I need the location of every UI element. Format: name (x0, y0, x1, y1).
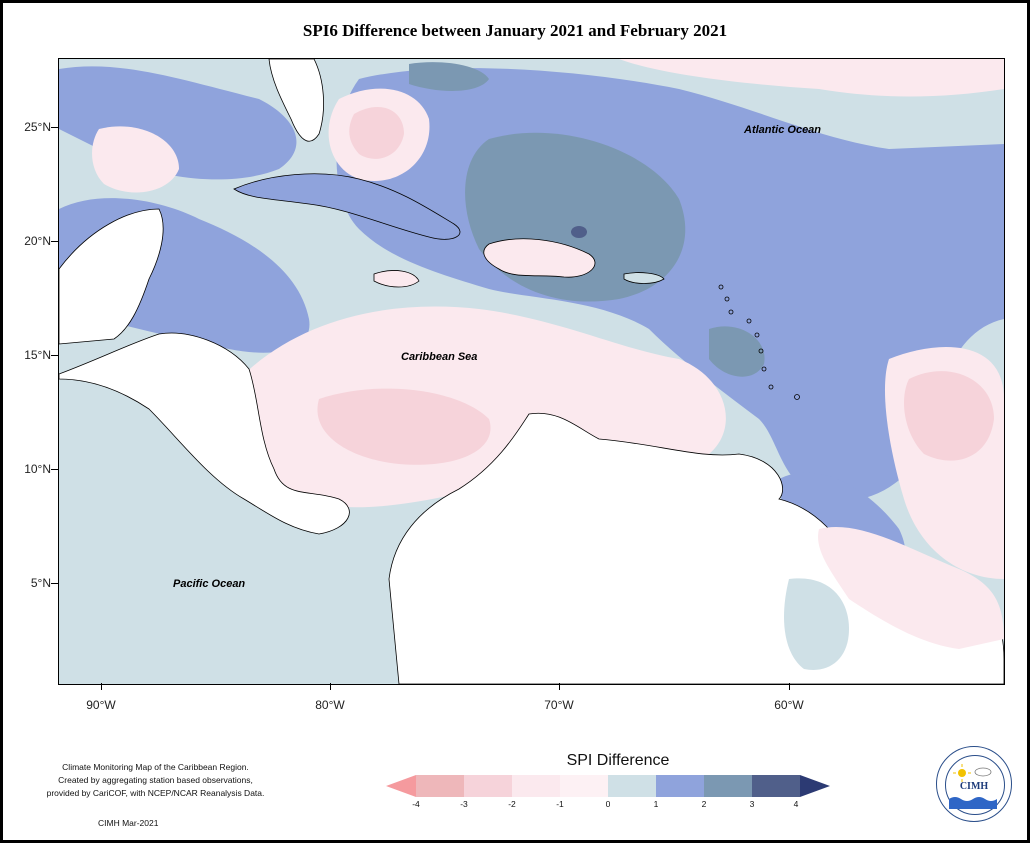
anomaly-pos2-leewards (709, 326, 765, 377)
logo-ring (945, 755, 1005, 815)
lon-label: 90°W (86, 698, 116, 712)
legend-tick: 3 (749, 799, 755, 809)
legend-tick: 0 (605, 799, 611, 809)
anomaly-pos3-dot (571, 226, 587, 238)
land-cuba (233, 173, 461, 240)
legend-tick: -2 (508, 799, 516, 809)
land-central-america (59, 332, 350, 535)
credit-line: Climate Monitoring Map of the Caribbean … (62, 762, 249, 772)
lat-label: 25°N (24, 120, 51, 134)
anomaly-neg1-north-east (619, 59, 1004, 97)
anomaly-zero-guianas (784, 578, 849, 670)
lat-label: 20°N (24, 234, 51, 248)
legend-tick: -3 (460, 799, 468, 809)
legend-title: SPI Difference (566, 752, 670, 769)
anomaly-neg2-caribbean (317, 388, 491, 465)
map-svg (59, 59, 1004, 684)
legend-swatch-neg1 (512, 775, 560, 797)
legend-tick: -1 (556, 799, 564, 809)
land-jamaica (373, 270, 420, 288)
lat-tick-25 (51, 127, 58, 128)
legend-colorbar (386, 775, 830, 797)
label-pacific-ocean: Pacific Ocean (173, 578, 246, 590)
legend-swatch-zero-neg (560, 775, 608, 797)
lat-tick-10 (51, 469, 58, 470)
logo-art (949, 764, 997, 809)
map-area: Atlantic Ocean Caribbean Sea Pacific Oce… (58, 58, 1005, 685)
legend-swatch-zero (608, 775, 656, 797)
lat-tick-5 (51, 583, 58, 584)
credit-line: Created by aggregating station based obs… (58, 775, 253, 785)
lon-tick-80 (330, 683, 331, 690)
legend-swatch-pos4 (800, 775, 830, 797)
land-florida (268, 59, 324, 142)
legend-swatch-neg3 (416, 775, 464, 797)
lat-label: 15°N (24, 348, 51, 362)
legend-tick: 1 (653, 799, 659, 809)
legend-swatch-pos3 (752, 775, 800, 797)
label-atlantic-ocean: Atlantic Ocean (744, 124, 822, 136)
lat-label: 5°N (30, 576, 51, 590)
lon-tick-70 (559, 683, 560, 690)
legend-tick: 4 (793, 799, 799, 809)
land-hispaniola (483, 238, 596, 278)
anomaly-neg2-east (904, 371, 994, 461)
legend-swatch-pos2 (704, 775, 752, 797)
lon-tick-90 (101, 683, 102, 690)
lon-tick-60 (789, 683, 790, 690)
anomaly-neg1-gulf (92, 126, 179, 193)
page-title: SPI6 Difference between January 2021 and… (302, 21, 728, 40)
credit-line: provided by CariCOF, with NCEP/NCAR Rean… (46, 788, 265, 798)
lat-tick-20 (51, 241, 58, 242)
land-puerto-rico (623, 272, 665, 284)
legend-swatch-pos1 (656, 775, 704, 797)
legend-tick: -4 (412, 799, 420, 809)
lat-label: 10°N (24, 462, 51, 476)
credit-footer: CIMH Mar-2021 (98, 818, 159, 828)
credits: Climate Monitoring Map of the Caribbean … (23, 761, 288, 800)
legend-swatch-neg2 (464, 775, 512, 797)
lesser-antilles (718, 284, 800, 400)
anomaly-neg2-bahamas (349, 106, 404, 159)
lon-label: 80°W (315, 698, 345, 712)
lat-tick-15 (51, 355, 58, 356)
lon-label: 60°W (774, 698, 804, 712)
logo-text: CIMH (959, 781, 989, 792)
legend-swatch-neg4 (386, 775, 416, 797)
label-caribbean-sea: Caribbean Sea (401, 351, 478, 363)
anomaly-neg1-guianas (818, 527, 1004, 649)
cimh-logo-icon: CIMH (936, 746, 1012, 822)
lon-label: 70°W (544, 698, 574, 712)
land-yucatan (59, 208, 164, 345)
legend-tick: 2 (701, 799, 707, 809)
anomaly-pos2-north (409, 62, 489, 91)
